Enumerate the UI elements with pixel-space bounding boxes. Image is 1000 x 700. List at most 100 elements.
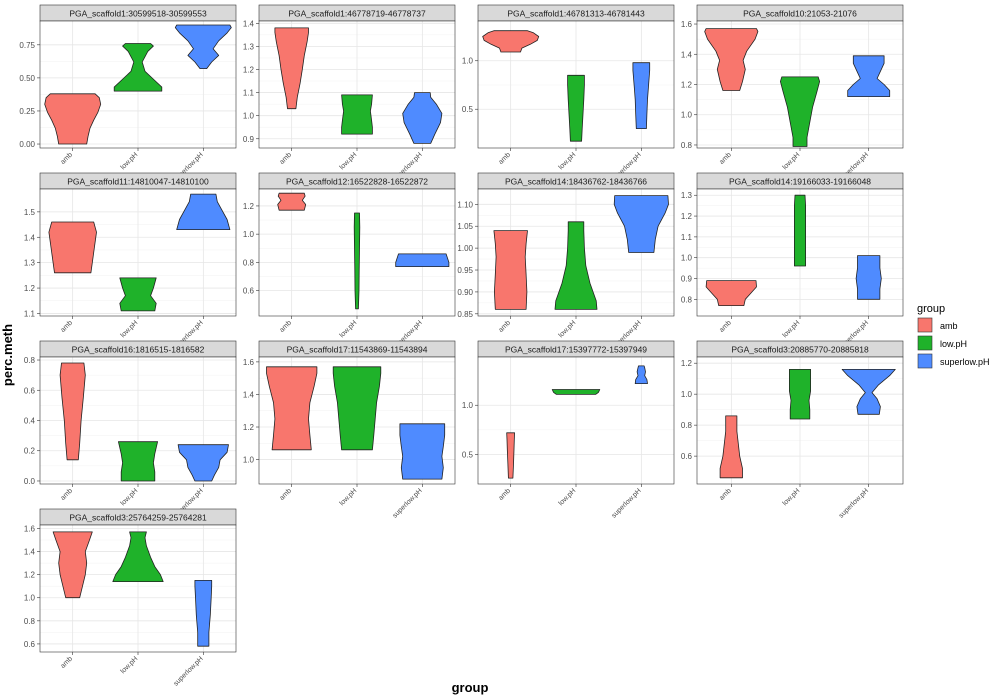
y-tick-label: 0.8: [24, 617, 36, 626]
legend-title: group: [917, 303, 945, 315]
violin-superlow-ph: [174, 24, 232, 69]
y-tick-label: 0.9: [681, 275, 693, 284]
violin-low-ph: [353, 212, 361, 310]
facet-title: PGA_scaffold1:46781313-46781443: [507, 9, 645, 19]
y-tick-label: 0.00: [19, 140, 35, 149]
y-tick-label: 1.5: [24, 208, 36, 217]
violin-low-ph: [789, 369, 811, 420]
y-tick-label: 0.8: [243, 258, 255, 267]
x-tick-label: amb: [497, 487, 512, 502]
x-tick-label: low.pH: [120, 655, 140, 675]
facet-title: PGA_scaffold3:20885770-20885818: [731, 345, 869, 355]
legend-key-superlow-ph: [917, 353, 933, 369]
violin-superlow-ph: [613, 195, 669, 253]
y-tick-label: 1.2: [24, 571, 36, 580]
facet-title: PGA_scaffold3:25764259-25764281: [69, 513, 207, 523]
facet-title: PGA_scaffold14:18436762-18436766: [505, 177, 647, 187]
violin-superlow-ph: [194, 580, 213, 647]
y-tick-label: 1.0: [243, 230, 255, 239]
violin-amb: [705, 280, 757, 306]
x-tick-label: amb: [59, 655, 74, 670]
x-tick-label: amb: [497, 151, 512, 166]
facet-title: PGA_scaffold16:1816515-1816582: [72, 345, 205, 355]
violin-amb: [719, 415, 743, 479]
y-tick-label: 0.6: [24, 640, 36, 649]
y-tick-label: 1.3: [243, 42, 255, 51]
violin-superlow-ph: [634, 365, 648, 384]
violin-low-ph: [119, 277, 157, 312]
violin-superlow-ph: [176, 193, 231, 230]
x-tick-label: low.pH: [782, 319, 802, 339]
x-tick-label: superlow.pH: [173, 655, 205, 687]
legend-key-amb: [917, 317, 933, 333]
x-tick-label: superlow.pH: [611, 487, 643, 519]
y-tick-label: 0.6: [681, 452, 693, 461]
facet-title: PGA_scaffold17:15397772-15397949: [505, 345, 647, 355]
facet-panel: PGA_scaffold3:20885770-20885818 0.6 0.8 1.0…: [681, 340, 904, 520]
x-tick-label: low.pH: [120, 319, 140, 339]
y-tick-label: 1.00: [457, 244, 473, 253]
facet-title: PGA_scaffold1:30599518-30599553: [69, 9, 207, 19]
x-tick-label: amb: [718, 319, 733, 334]
y-tick-label: 0.2: [24, 447, 36, 456]
x-tick-label: low.pH: [782, 151, 802, 171]
y-tick-label: 1.2: [24, 284, 36, 293]
violin-superlow-ph: [855, 255, 882, 300]
x-tick-label: amb: [278, 487, 293, 502]
y-tick-label: 1.4: [243, 19, 255, 28]
violin-superlow-ph: [841, 369, 896, 415]
y-tick-label: 0.85: [457, 310, 473, 319]
violin-superlow-ph: [177, 444, 229, 482]
y-tick-label: 1.4: [681, 50, 693, 59]
violin-low-ph: [794, 194, 806, 267]
x-tick-label: low.pH: [120, 151, 140, 171]
x-tick-label: low.pH: [558, 319, 578, 339]
y-tick-label: 1.0: [24, 594, 36, 603]
y-tick-label: 1.05: [457, 222, 473, 231]
x-tick-label: amb: [59, 319, 74, 334]
violin-low-ph: [554, 221, 598, 310]
y-tick-label: 1.10: [457, 200, 473, 209]
violin-amb: [52, 531, 93, 599]
violin-amb: [493, 230, 528, 310]
y-tick-label: 0.8: [681, 421, 693, 430]
violin-superlow-ph: [402, 92, 443, 144]
violin-low-ph: [567, 74, 585, 142]
violin-amb: [704, 28, 759, 91]
panels: PGA_scaffold1:30599518-30599553 0.00 0.25 0…: [19, 4, 904, 688]
x-tick-label: superlow.pH: [392, 487, 424, 519]
legend-label-superlow-ph: superlow.pH: [940, 357, 990, 367]
facet-title: PGA_scaffold11:14810047-14810100: [67, 177, 209, 187]
violin-amb: [277, 192, 307, 211]
y-tick-label: 1.2: [243, 202, 255, 211]
y-tick-label: 0.8: [681, 295, 693, 304]
y-tick-label: 1.6: [681, 20, 693, 29]
facet-panel: PGA_scaffold11:14810047-14810100 1.1 1.2 1.…: [24, 172, 237, 352]
violin-low-ph: [112, 531, 164, 582]
y-tick-label: 1.2: [243, 65, 255, 74]
violin-superlow-ph: [847, 55, 891, 97]
y-tick-label: 0.25: [19, 107, 35, 116]
y-tick-label: 0.95: [457, 266, 473, 275]
y-tick-label: 0.8: [24, 356, 36, 365]
violin-low-ph: [780, 76, 820, 147]
y-tick-label: 0.4: [24, 417, 36, 426]
y-tick-label: 1.0: [462, 57, 474, 66]
violin-superlow-ph: [399, 423, 446, 480]
x-tick-label: amb: [718, 151, 733, 166]
facet-panel: PGA_scaffold17:15397772-15397949 0.5 1.0 am…: [462, 340, 675, 520]
y-tick-label: 1.4: [24, 548, 36, 557]
x-tick-label: low.pH: [558, 487, 578, 507]
violin-amb: [274, 27, 309, 110]
y-tick-label: 1.0: [462, 401, 474, 410]
facet-title: PGA_scaffold1:46778719-46778737: [288, 9, 426, 19]
violin-low-ph: [332, 366, 382, 451]
x-tick-label: low.pH: [120, 487, 140, 507]
y-tick-label: 1.0: [681, 254, 693, 263]
x-tick-label: amb: [497, 319, 512, 334]
violin-low-ph: [551, 389, 601, 395]
legend-label-low-ph: low.pH: [940, 339, 967, 349]
x-tick-label: low.pH: [558, 151, 578, 171]
y-tick-label: 0.9: [243, 135, 255, 144]
